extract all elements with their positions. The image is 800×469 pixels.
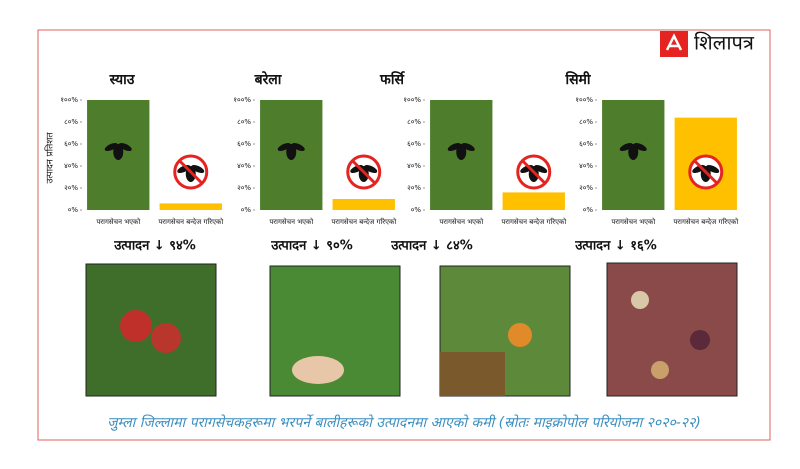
y-tick-label: ६०% xyxy=(64,140,78,148)
y-tick-label: २०% xyxy=(407,184,421,192)
x-tick-label: परागसेचन बन्देज गरिएको xyxy=(501,217,566,226)
annotation: उत्पादन ↓ १६% xyxy=(574,239,657,254)
bee-icon xyxy=(286,144,297,160)
y-tick-label: ४०% xyxy=(64,162,78,170)
y-tick-label: ६०% xyxy=(237,140,251,148)
y-tick-label: ०% xyxy=(411,206,422,214)
no-bee-sign xyxy=(693,159,718,185)
y-tick-label: ४०% xyxy=(407,162,421,170)
y-tick-label: ८०% xyxy=(237,118,251,126)
no-bee-sign xyxy=(351,159,376,185)
chart-title: फर्सि xyxy=(379,71,406,88)
bar xyxy=(502,192,565,210)
y-tick-label: ८०% xyxy=(64,118,78,126)
bee-icon xyxy=(461,142,475,152)
annotation: उत्पादन ↓ ९०% xyxy=(270,239,353,254)
bee-icon xyxy=(447,142,461,152)
bee-icon xyxy=(706,164,720,174)
caption: जुम्ला जिल्लामा परागसेचकहरूमा भरपर्ने बा… xyxy=(107,414,701,431)
y-tick-label: २०% xyxy=(579,184,593,192)
bee-icon xyxy=(277,142,291,152)
y-tick-label: ६०% xyxy=(579,140,593,148)
photo-beans xyxy=(606,262,738,397)
annotation: उत्पादन ↓ ८४% xyxy=(390,239,473,254)
y-tick-label: ०% xyxy=(583,206,594,214)
bee-icon xyxy=(291,142,305,152)
y-axis-label: उत्पादन प्रतिशत xyxy=(44,132,56,184)
y-tick-label: ४०% xyxy=(579,162,593,170)
photo-detail xyxy=(651,361,669,379)
photo-detail xyxy=(631,291,649,309)
x-tick-label: परागसेचन भएको xyxy=(269,217,313,226)
photo-detail xyxy=(508,323,532,347)
no-bee-sign xyxy=(178,159,203,185)
y-tick-label: ०% xyxy=(241,206,252,214)
y-tick-label: १००% xyxy=(575,96,593,104)
photo-detail xyxy=(120,310,152,342)
x-tick-label: परागसेचन भएको xyxy=(96,217,140,226)
logo: शिलापत्र xyxy=(660,31,755,57)
x-tick-label: परागसेचन बन्देज गरिएको xyxy=(673,217,738,226)
bee-icon xyxy=(456,144,467,160)
photos xyxy=(85,262,738,397)
y-tick-label: १००% xyxy=(403,96,421,104)
y-tick-label: ६०% xyxy=(407,140,421,148)
x-tick-label: परागसेचन बन्देज गरिएको xyxy=(158,217,223,226)
y-tick-label: २०% xyxy=(237,184,251,192)
logo-symbol xyxy=(665,33,683,51)
y-tick-label: ०% xyxy=(68,206,79,214)
bee-icon xyxy=(104,142,118,152)
bee-icon xyxy=(118,142,132,152)
bee-icon xyxy=(619,142,633,152)
bar xyxy=(332,199,395,210)
chart-title: स्याउ xyxy=(109,72,136,88)
bar xyxy=(159,203,222,210)
y-tick-label: २०% xyxy=(64,184,78,192)
photo-detail xyxy=(440,352,505,396)
logo-text: शिलापत्र xyxy=(694,31,755,55)
y-tick-label: १००% xyxy=(233,96,251,104)
y-tick-label: ४०% xyxy=(237,162,251,170)
photo-detail xyxy=(151,323,181,353)
x-tick-label: परागसेचन भएको xyxy=(611,217,655,226)
frame xyxy=(37,29,771,441)
y-tick-label: ८०% xyxy=(579,118,593,126)
photo-detail xyxy=(690,330,710,350)
bee-icon xyxy=(113,144,124,160)
annotation: उत्पादन ↓ ९४% xyxy=(113,239,196,254)
chart-title: सिमी xyxy=(564,71,591,88)
bee-icon xyxy=(628,144,639,160)
y-tick-label: १००% xyxy=(60,96,78,104)
chart-title: बरेला xyxy=(254,71,283,88)
y-tick-label: ८०% xyxy=(407,118,421,126)
bee-icon xyxy=(534,164,548,174)
x-tick-label: परागसेचन भएको xyxy=(439,217,483,226)
x-tick-label: परागसेचन बन्देज गरिएको xyxy=(331,217,396,226)
photo-detail xyxy=(292,356,344,384)
bee-icon xyxy=(633,142,647,152)
bee-icon xyxy=(191,164,205,174)
no-bee-sign xyxy=(521,159,546,185)
bee-icon xyxy=(364,164,378,174)
